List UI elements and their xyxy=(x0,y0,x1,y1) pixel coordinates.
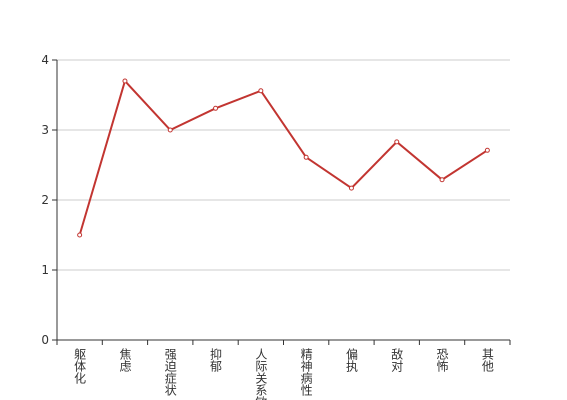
x-tick-label: 偏执 xyxy=(344,347,358,373)
y-tick-label: 4 xyxy=(41,53,49,67)
point xyxy=(348,185,354,191)
x-tick-label: 抑郁 xyxy=(209,347,223,373)
point xyxy=(394,139,400,145)
x-tick-label: 敌对 xyxy=(390,347,404,372)
y-tick-label: 2 xyxy=(41,193,49,207)
point xyxy=(77,232,83,238)
x-tick-label: 恐怖 xyxy=(435,348,449,372)
point xyxy=(303,154,309,160)
y-tick-label: 3 xyxy=(41,123,49,137)
point xyxy=(213,105,219,111)
x-tick-label: 人际关系敏感 xyxy=(254,348,268,400)
x-tick-label: 其他 xyxy=(480,348,494,372)
point xyxy=(439,177,445,183)
x-tick-label: 精神病性 xyxy=(299,348,313,397)
point xyxy=(484,147,490,153)
x-tick-label: 焦虑 xyxy=(118,348,132,372)
y-tick-label: 1 xyxy=(41,263,49,277)
y-tick-label: 0 xyxy=(41,333,49,347)
x-tick-label: 躯体化 xyxy=(73,347,87,385)
x-tick-label: 强迫症状 xyxy=(163,348,177,396)
point xyxy=(122,78,128,84)
point xyxy=(258,88,264,94)
series-line xyxy=(78,79,488,236)
point xyxy=(167,127,173,133)
